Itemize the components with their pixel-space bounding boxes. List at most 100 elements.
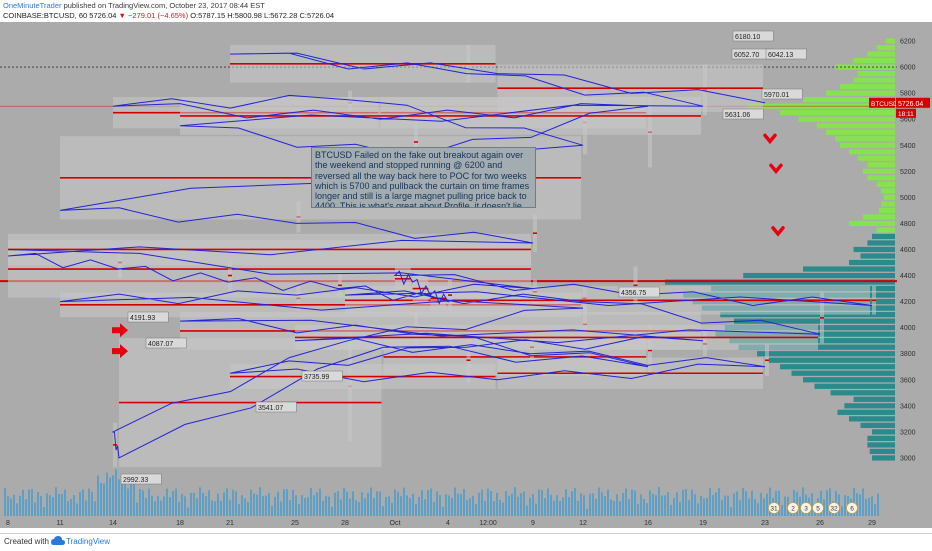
volume-bar xyxy=(346,491,348,516)
event-badges: 31 2 3 5 32 6 xyxy=(768,502,858,514)
volume-bar xyxy=(802,487,804,516)
event-badge xyxy=(828,502,840,514)
price-label-text: 6042.13 xyxy=(768,52,793,59)
volume-bar xyxy=(286,489,288,516)
x-tick-label: 9 xyxy=(531,520,535,527)
volume-bar xyxy=(658,487,660,516)
session-boxes xyxy=(8,44,876,468)
volume-bar xyxy=(487,488,489,516)
y-tick-label: 3200 xyxy=(900,429,916,436)
volume-bar xyxy=(493,501,495,516)
volume-bar xyxy=(91,491,93,516)
volume-bar xyxy=(196,498,198,516)
volume-bar xyxy=(379,491,381,516)
volume-bar xyxy=(769,487,771,516)
volume-bar xyxy=(469,498,471,516)
price-label-text: 6052.70 xyxy=(734,52,759,59)
volume-bar xyxy=(811,493,813,516)
volume-bar xyxy=(316,492,318,516)
profile-row xyxy=(853,57,895,64)
profile-row xyxy=(876,44,895,51)
volume-bar xyxy=(10,498,12,516)
volume-bar xyxy=(349,498,351,516)
volume-bar xyxy=(505,491,507,516)
volume-bar xyxy=(394,489,396,516)
y-tick-label: 5000 xyxy=(900,195,916,202)
y-tick-label: 3800 xyxy=(900,351,916,358)
volume-bar xyxy=(571,491,573,516)
tradingview-link[interactable]: TradingView xyxy=(66,537,111,546)
volume-bar xyxy=(358,502,360,516)
volume-bar xyxy=(223,492,225,516)
price-label-box xyxy=(301,370,343,382)
x-tick-label: 28 xyxy=(341,520,349,527)
volume-bar xyxy=(352,491,354,516)
volume-bar xyxy=(547,488,549,516)
volume-bar xyxy=(295,495,297,516)
profile-row xyxy=(780,364,895,370)
price-label-text: 3735.99 xyxy=(304,374,329,381)
volume-bar xyxy=(70,498,72,516)
volume-bar xyxy=(244,498,246,516)
volume-bar xyxy=(760,492,762,516)
volume-bar xyxy=(550,494,552,516)
volume-bar xyxy=(841,506,843,516)
profile-row xyxy=(839,142,895,148)
volume-bar xyxy=(601,492,603,516)
event-badge-label: 6 xyxy=(850,506,854,513)
chart-area[interactable]: 4191.93 4087.07 2992.33 3541.07 3735.99 4356.… xyxy=(0,22,932,528)
symbol-label: COINBASE:BTCUSD, 60 xyxy=(3,11,88,20)
author-link[interactable]: OneMinuteTrader xyxy=(3,1,62,10)
price-label-box xyxy=(255,401,297,413)
volume-bar xyxy=(397,491,399,516)
volume-bar xyxy=(58,493,60,516)
volume-bar xyxy=(145,497,147,516)
volume-bar xyxy=(61,494,63,516)
volume-bar xyxy=(166,488,168,516)
volume-bar xyxy=(412,493,414,516)
volume-bar xyxy=(538,489,540,516)
volume-bar xyxy=(829,488,831,516)
profile-row xyxy=(757,351,895,357)
volume-bar xyxy=(463,488,465,516)
volume-bar xyxy=(271,506,273,516)
profile-row xyxy=(860,422,895,428)
y-tick-label: 6000 xyxy=(900,65,916,72)
volume-bar xyxy=(859,494,861,516)
volume-bar xyxy=(751,490,753,516)
profile-row xyxy=(869,448,895,455)
volume-bar xyxy=(277,491,279,516)
profile-row xyxy=(803,266,895,272)
volume-bar xyxy=(592,493,594,516)
volume-bar xyxy=(478,492,480,516)
volume-bar xyxy=(340,499,342,516)
volume-bar xyxy=(256,494,258,516)
volume-bar xyxy=(118,479,120,516)
last-price-label: 5726.04 xyxy=(898,101,923,108)
volume-bar xyxy=(376,491,378,516)
x-tick-label: 4 xyxy=(446,520,450,527)
volume-bar xyxy=(19,496,21,516)
price-chart[interactable]: 4191.93 4087.07 2992.33 3541.07 3735.99 4356.… xyxy=(0,22,932,528)
y-tick-label: 4400 xyxy=(900,273,916,280)
volume-bar xyxy=(544,498,546,516)
volume-bar xyxy=(337,491,339,516)
profile-row xyxy=(803,97,895,103)
volume-bar xyxy=(253,493,255,516)
volume-bar xyxy=(526,505,528,516)
volume-bar xyxy=(193,492,195,516)
volume-bar xyxy=(289,500,291,516)
price-label-text: 6180.10 xyxy=(735,34,760,41)
publish-line: OneMinuteTrader published on TradingView… xyxy=(3,1,265,10)
volume-bar xyxy=(121,475,123,516)
footer-bar: Created with TradingView xyxy=(0,533,932,551)
x-tick-label: 26 xyxy=(816,520,824,527)
volume-bar xyxy=(217,493,219,516)
y-tick-label: 3600 xyxy=(900,377,916,384)
volume-bar xyxy=(736,491,738,516)
volume-bar xyxy=(685,489,687,516)
volume-bar xyxy=(190,492,192,516)
volume-bar xyxy=(157,495,159,516)
profile-row xyxy=(816,123,895,129)
volume-bar xyxy=(430,488,432,516)
